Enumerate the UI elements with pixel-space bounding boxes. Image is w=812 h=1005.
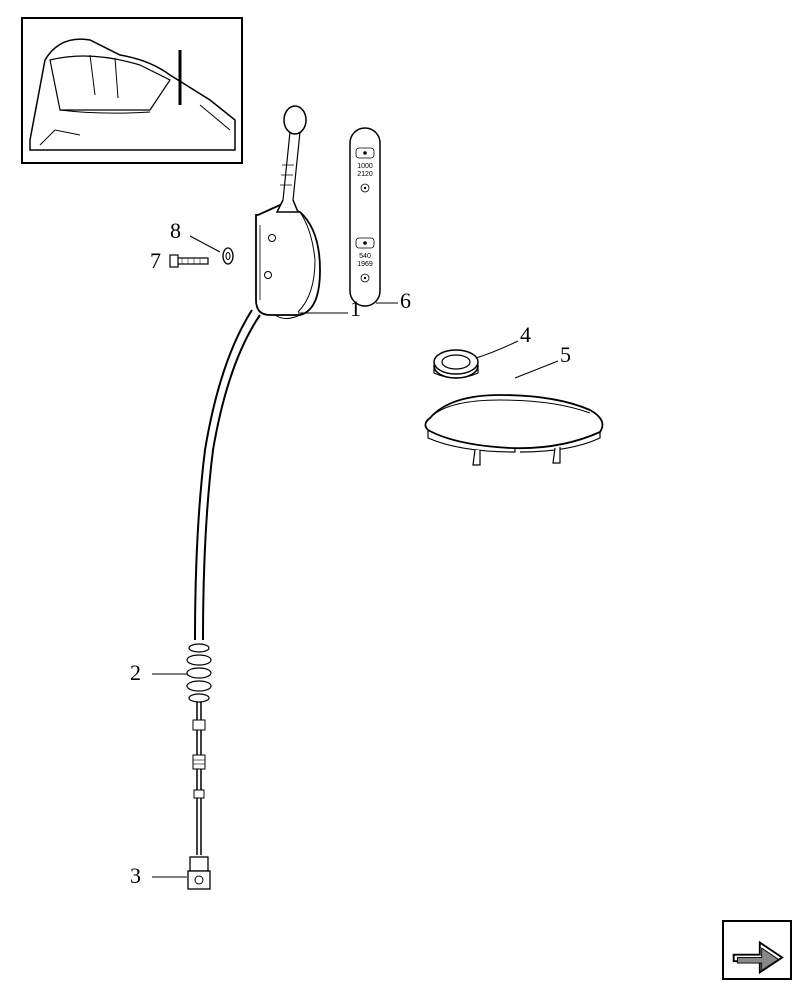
- cover-pad: [425, 395, 602, 465]
- decal-text: 1969: [357, 261, 373, 268]
- callout-7: 7: [150, 248, 161, 274]
- cable-terminal: [188, 857, 210, 889]
- washer: [223, 248, 233, 264]
- callout-lines: [152, 236, 558, 877]
- decal-text: 1000: [357, 163, 373, 170]
- callout-5: 5: [560, 342, 571, 368]
- grommet-cap: [434, 350, 478, 378]
- callout-6: 6: [400, 288, 411, 314]
- bolt: [170, 255, 208, 267]
- inset-illustration: [22, 18, 242, 163]
- callout-3: 3: [130, 863, 141, 889]
- callout-1: 1: [350, 296, 361, 322]
- next-page-icon[interactable]: [722, 920, 792, 980]
- callout-8: 8: [170, 218, 181, 244]
- control-cable: [187, 310, 260, 889]
- decal-plate: 1000 2120 540 1969: [350, 128, 380, 306]
- decal-text: 2120: [357, 171, 373, 178]
- callout-2: 2: [130, 660, 141, 686]
- callout-4: 4: [520, 322, 531, 348]
- cable-boot: [187, 644, 211, 702]
- parts-diagram: 1000 2120 540 1969: [0, 0, 812, 1000]
- decal-text: 540: [359, 253, 371, 260]
- diagram-svg: 1000 2120 540 1969: [0, 0, 812, 1000]
- lever-assembly: [256, 106, 320, 319]
